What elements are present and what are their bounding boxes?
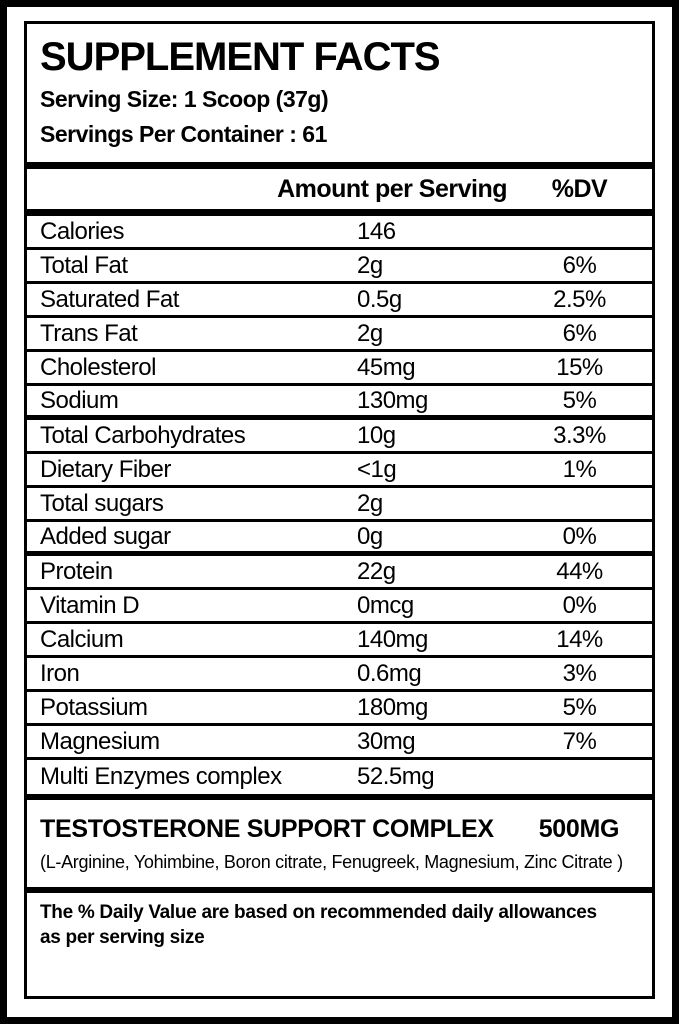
nutrient-dv: 6% [562,251,597,279]
nutrient-amount: <1g [357,455,397,483]
nutrient-name: Dietary Fiber [40,455,171,483]
footnote-line-1: The % Daily Value are based on recommend… [40,902,597,923]
footnote-line-2: as per serving size [40,927,205,948]
nutrient-name: Added sugar [40,522,171,550]
nutrient-amount: 2g [357,319,383,347]
nutrient-name: Multi Enzymes complex [40,763,282,790]
nutrient-amount: 10g [357,421,396,449]
label-header: SUPPLEMENT FACTS Serving Size: 1 Scoop (… [27,24,652,162]
nutrient-amount: 140mg [357,625,428,653]
nutrient-name: Iron [40,659,80,687]
nutrient-amount: 146 [357,217,396,245]
nutrient-name: Calories [40,217,125,245]
divider-thick-below-header [27,209,652,216]
nutrient-name: Cholesterol [40,353,156,381]
table-row: Dietary Fiber <1g 1% [27,454,652,488]
table-row: Added sugar 0g 0% [27,522,652,556]
divider-thick-above-footnote [27,887,652,893]
divider-thick-above-complex [27,794,652,800]
nutrient-amount: 2g [357,251,383,279]
table-row: Protein 22g 44% [27,556,652,590]
nutrient-amount: 52.5mg [357,763,435,790]
table-row: Saturated Fat 0.5g 2.5% [27,284,652,318]
nutrient-name: Magnesium [40,727,160,755]
table-row: Vitamin D 0mcg 0% [27,590,652,624]
nutrient-amount: 22g [357,557,396,585]
table-row: Calcium 140mg 14% [27,624,652,658]
table-row: Potassium 180mg 5% [27,692,652,726]
nutrient-dv: 0% [562,522,597,550]
table-row: Total Carbohydrates 10g 3.3% [27,420,652,454]
table-row: Iron 0.6mg 3% [27,658,652,692]
daily-value-footnote: The % Daily Value are based on recommend… [27,893,652,950]
table-row: Multi Enzymes complex 52.5mg [27,760,652,794]
servings-per-container-text: Servings Per Container : 61 [40,121,327,147]
complex-ingredients: (L-Arginine, Yohimbine, Boron citrate, F… [40,852,623,872]
supplement-facts-panel: SUPPLEMENT FACTS Serving Size: 1 Scoop (… [24,21,655,999]
nutrient-name: Trans Fat [40,319,138,347]
nutrient-amount: 30mg [357,727,416,755]
nutrient-dv: 2.5% [553,285,606,313]
complex-title: TESTOSTERONE SUPPORT COMPLEX [40,815,494,843]
nutrient-dv: 1% [562,455,597,483]
table-row: Total Fat 2g 6% [27,250,652,284]
column-header-amount: Amount per Serving [277,174,507,203]
nutrient-dv: 0% [562,591,597,619]
nutrient-dv: 6% [562,319,597,347]
complex-amount: 500MG [538,815,620,843]
column-header-dv: %DV [551,174,608,203]
nutrient-amount: 0mcg [357,591,414,619]
nutrient-amount: 0g [357,522,383,550]
nutrient-name: Total sugars [40,489,164,517]
nutrient-amount: 2g [357,489,383,517]
nutrient-name: Total Fat [40,251,128,279]
nutrient-amount: 180mg [357,693,428,721]
nutrient-dv: 15% [556,353,603,381]
nutrient-name: Sodium [40,386,119,414]
nutrient-dv: 5% [562,386,597,414]
table-column-header: Amount per Serving %DV [27,169,652,209]
nutrient-name: Vitamin D [40,591,140,619]
table-row: Trans Fat 2g 6% [27,318,652,352]
page-title: SUPPLEMENT FACTS [40,35,441,79]
nutrient-dv: 3% [562,659,597,687]
nutrient-name: Total Carbohydrates [40,421,246,449]
nutrient-amount: 130mg [357,386,428,414]
complex-title-line: TESTOSTERONE SUPPORT COMPLEX 500MG [40,811,639,847]
table-row: Calories 146 [27,216,652,250]
nutrient-name: Protein [40,557,113,585]
nutrient-dv: 3.3% [553,421,606,449]
nutrient-name: Potassium [40,693,148,721]
table-row: Total sugars 2g [27,488,652,522]
testosterone-complex-section: TESTOSTERONE SUPPORT COMPLEX 500MG (L-Ar… [27,800,652,887]
nutrient-name: Calcium [40,625,124,653]
nutrient-amount: 45mg [357,353,416,381]
nutrient-amount: 0.6mg [357,659,422,687]
nutrient-dv: 14% [556,625,603,653]
table-row: Sodium 130mg 5% [27,386,652,420]
serving-size-text: Serving Size: 1 Scoop (37g) [40,86,329,112]
nutrient-dv: 44% [556,557,603,585]
nutrient-name: Saturated Fat [40,285,179,313]
table-row: Magnesium 30mg 7% [27,726,652,760]
nutrient-dv: 7% [562,727,597,755]
divider-thick-top [27,162,652,169]
nutrient-table: Calories 146 Total Fat 2g 6% Saturated Fat 0.5… [27,216,652,794]
table-row: Cholesterol 45mg 15% [27,352,652,386]
nutrient-dv: 5% [562,693,597,721]
nutrient-amount: 0.5g [357,285,402,313]
